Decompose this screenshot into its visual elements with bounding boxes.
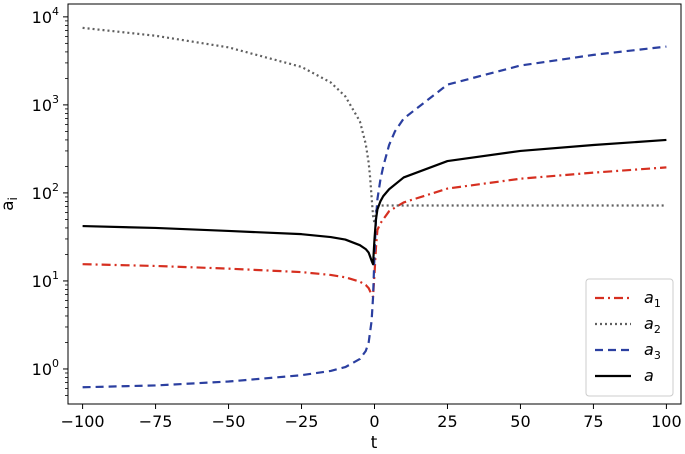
series-layer (82, 26, 667, 389)
legend-label-3: a3 (644, 340, 661, 362)
x-tick-label: −25 (285, 412, 319, 431)
y-tick-label: 102 (32, 181, 59, 203)
y-axis-label-main: a (0, 200, 18, 210)
x-tick-label: −75 (139, 412, 173, 431)
x-tick-label: 100 (651, 412, 682, 431)
legend-label-2: a2 (644, 314, 661, 336)
y-tick-label: 103 (32, 93, 59, 115)
x-axis-label: t (371, 433, 378, 453)
y-tick-label: 100 (32, 357, 59, 379)
series-line-3 (82, 45, 667, 389)
x-tick-label: 0 (369, 412, 379, 431)
legend-label-4: a (644, 366, 654, 385)
x-tick-label: −50 (212, 412, 246, 431)
y-tick-label: 104 (32, 5, 59, 27)
legend-label-1: a1 (644, 288, 661, 310)
x-tick-label: −100 (61, 412, 105, 431)
legend: a1 a2 a3 a (585, 278, 674, 397)
x-axis: −100 −75 −50 −25 0 25 50 75 100 (61, 404, 682, 431)
x-tick-label: 75 (583, 412, 603, 431)
x-tick-label: 50 (510, 412, 530, 431)
y-axis-label-sub: i (6, 197, 20, 200)
series-line-2 (82, 26, 667, 225)
x-tick-label: 25 (437, 412, 457, 431)
legend-box (585, 278, 674, 397)
y-axis: 100 101 102 103 104 (32, 5, 68, 396)
series-line-4 (82, 138, 667, 266)
y-tick-label: 101 (32, 269, 59, 291)
y-axis-label: ai (0, 197, 20, 211)
